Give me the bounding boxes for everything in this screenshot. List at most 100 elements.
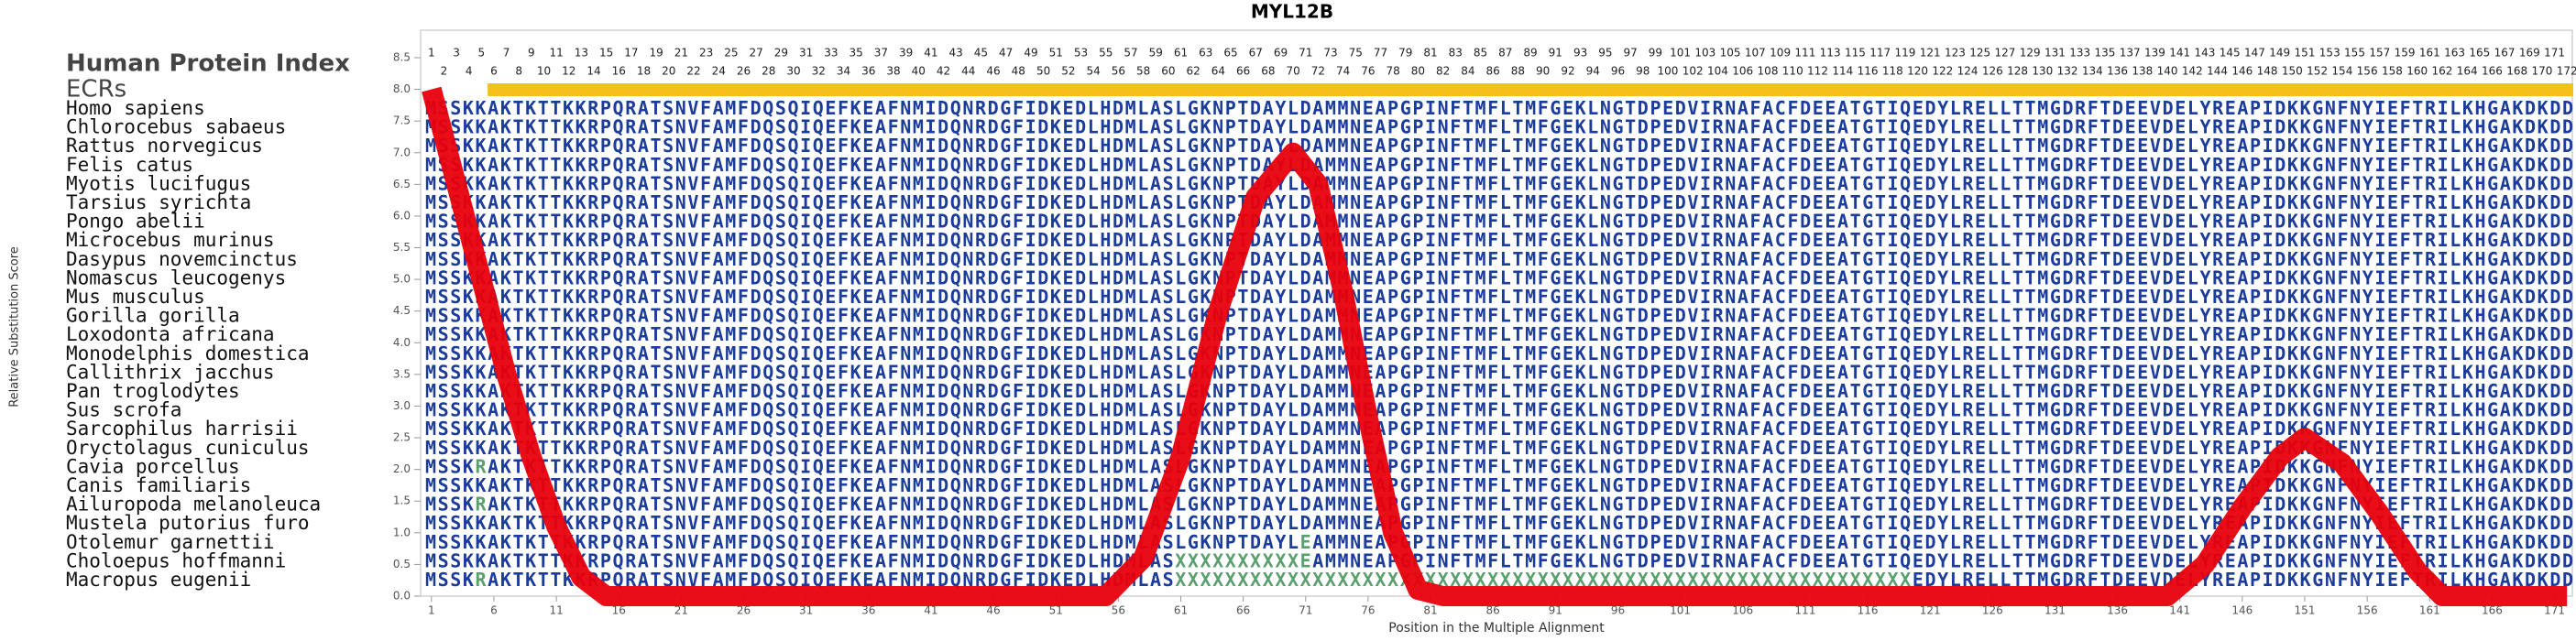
y-tick-label: 7.0 [393,146,411,158]
position-number: 90 [1536,65,1550,78]
position-number: 132 [2057,65,2078,78]
species-name: Sarcophilus harrisii [66,418,298,440]
position-number: 55 [1099,47,1113,60]
position-number: 95 [1598,47,1612,60]
sequence-run: AKTKTTKKRPQRATSNVFAMFDQSQIQEFKEAFNMIDQNR… [488,493,2573,515]
y-tick-label: 8.0 [393,82,411,95]
position-number: 150 [2282,65,2303,78]
sequence: MSSKRAKTKTTKKRPQRATSNVFAMFDQSQIQEFKEAFNM… [425,455,2573,477]
position-number: 172 [2557,65,2576,78]
sequence: MSSKKAKTKTTKKRPQRATSNVFAMFDQSQIQEFKEAFNM… [425,418,2573,440]
sequence: MSSKKAKTKTTKKRPQRATSNVFAMFDQSQIQEFKEAFNM… [425,474,2573,496]
sequence: MSSKKAKTKTTKKRPQRATSNVFAMFDQSQIQEFKEAFNM… [425,135,2573,157]
x-tick-label: 111 [1794,604,1815,617]
y-tick-label: 5.5 [393,241,411,254]
sequence-run: MSSKKAKTKTTKKRPQRATSNVFAMFDQSQIQEFKEAFNM… [425,380,2573,402]
position-number: 87 [1498,47,1512,60]
position-number: 84 [1461,65,1474,78]
position-number: 13 [575,47,588,60]
y-tick-label: 6.0 [393,209,411,222]
position-number: 148 [2257,65,2278,78]
position-number: 155 [2344,47,2365,60]
sequence: MSSKKAKTKTTKKRPQRATSNVFAMFDQSQIQEFKEAFNM… [425,380,2573,402]
y-tick-label: 8.5 [393,51,411,64]
position-number: 117 [1869,47,1891,60]
position-number: 79 [1398,47,1412,60]
y-tick-label: 5.0 [393,273,411,286]
sequence-run: MSSKKAKTKTTKKRPQRATSNVFAMFDQSQIQEFKEAFNM… [425,229,2573,251]
x-tick-label: 6 [490,604,498,617]
position-number: 154 [2331,65,2352,78]
position-number: 128 [2007,65,2028,78]
position-number: 44 [961,65,975,78]
x-tick-label: 26 [737,604,751,617]
sequence-run: MSSKKAKTKTTKKRPQRATSNVFAMFDQSQIQEFKEAFNM… [425,398,2573,420]
x-tick-label: 31 [799,604,813,617]
position-number: 29 [774,47,788,60]
position-number: 107 [1745,47,1766,60]
position-number: 145 [2220,47,2241,60]
position-number: 5 [478,47,486,60]
species-name: Macropus eugenii [66,569,251,591]
position-number: 73 [1323,47,1337,60]
sequence-run: MSSKKAKTKTTKKRPQRATSNVFAMFDQSQIQEFKEAFNM… [425,286,2573,308]
position-number: 20 [662,65,675,78]
position-number: 146 [2231,65,2253,78]
x-tick-label: 1 [428,604,435,617]
species-name: Felis catus [66,154,193,176]
x-tick-label: 11 [549,604,563,617]
position-number: 18 [637,65,651,78]
species-name: Ailuropoda melanoleuca [66,494,321,516]
sequence: MSSKKAKTKTTKKRPQRATSNVFAMFDQSQIQEFKEAFNM… [425,247,2573,269]
position-number: 76 [1361,65,1375,78]
sequence-run: MSSKKAKTKTTKKRPQRATSNVFAMFDQSQIQEFKEAFNM… [425,512,2573,534]
position-number: 153 [2319,47,2340,60]
sequence: MSSKKAKTKTTKKRPQRATSNVFAMFDQSQIQEFKEAFNM… [425,398,2573,420]
position-number: 125 [1969,47,1990,60]
position-number: 164 [2457,65,2478,78]
position-number: 30 [786,65,800,78]
x-tick-label: 121 [1920,604,1941,617]
position-number: 53 [1074,47,1088,60]
position-number: 103 [1694,47,1716,60]
position-number: 65 [1223,47,1237,60]
x-tick-label: 116 [1858,604,1879,617]
position-number: 7 [503,47,510,60]
position-number: 28 [762,65,775,78]
position-number: 8 [515,65,522,78]
sequence-run: AMMNEAPGPINFTMFLTMFGEKLNGTDPEDVIRNAFACFD… [1312,549,2573,571]
position-number: 114 [1832,65,1853,78]
position-number: 3 [453,47,460,60]
sequence-run: MSSKKAKTKTTKKRPQRATSNVFAMFDQSQIQEFKEAFNM… [425,153,2573,175]
x-tick-label: 156 [2357,604,2378,617]
position-number: 123 [1945,47,1966,60]
sequence-run: R [476,493,488,515]
species-name: Cavia porcellus [66,455,240,477]
position-number: 26 [737,65,751,78]
position-number: 147 [2244,47,2265,60]
position-number: 110 [1782,65,1803,78]
position-number: 59 [1149,47,1163,60]
sequence: MSSKKAKTKTTKKRPQRATSNVFAMFDQSQIQEFKEAFNM… [425,115,2573,137]
x-tick-label: 71 [1299,604,1312,617]
position-number: 62 [1186,65,1200,78]
species-name: Tarsius syrichta [66,191,251,213]
position-number: 52 [1061,65,1075,78]
sequence-run: E [1300,530,1311,552]
sequence: MSSKKAKTKTTKKRPQRATSNVFAMFDQSQIQEFKEAFNM… [425,323,2573,345]
position-number: 16 [612,65,626,78]
y-tick-label: 1.0 [393,526,411,538]
position-number: 149 [2269,47,2290,60]
species-name: Homo sapiens [66,97,205,119]
sequence: MSSKKAKTKTTKKRPQRATSNVFAMFDQSQIQEFKEAFNM… [425,266,2573,288]
position-number: 168 [2506,65,2527,78]
position-number: 109 [1770,47,1791,60]
sequence: MSSKKAKTKTTKKRPQRATSNVFAMFDQSQIQEFKEAFNM… [425,191,2573,213]
position-number: 97 [1623,47,1637,60]
position-number: 159 [2395,47,2416,60]
position-number: 119 [1894,47,1915,60]
position-number: 32 [812,65,826,78]
position-number: 144 [2207,65,2228,78]
sequence: MSSKKAKTKTTKKRPQRATSNVFAMFDQSQIQEFKEAFNM… [425,229,2573,251]
position-number: 27 [749,47,762,60]
